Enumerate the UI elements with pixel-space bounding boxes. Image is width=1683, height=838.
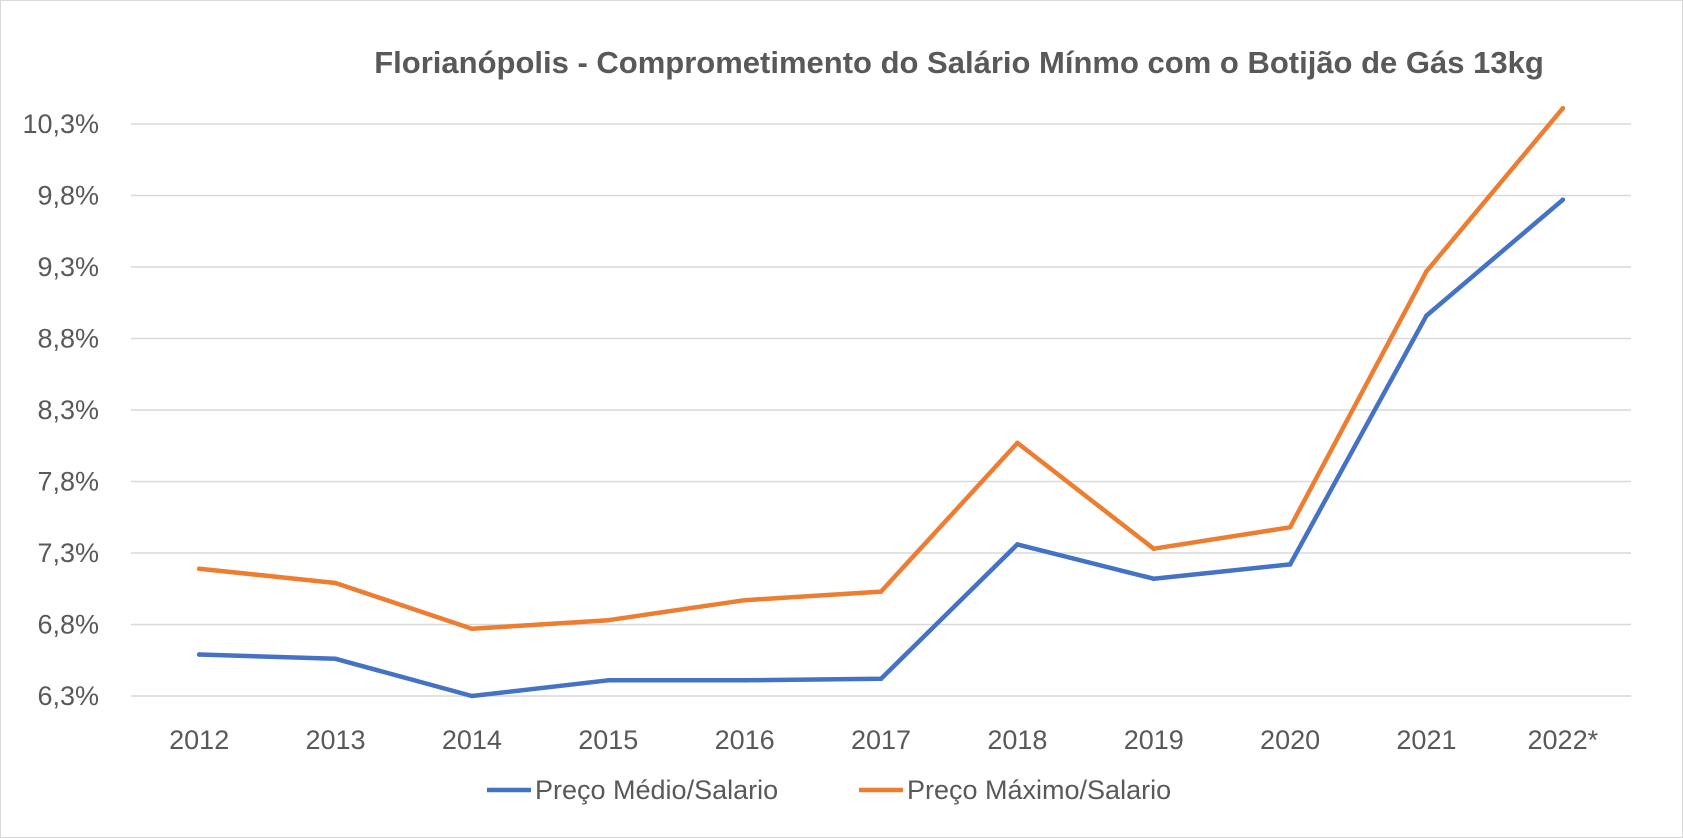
- data-point: [1424, 313, 1429, 318]
- x-tick-label: 2015: [578, 725, 638, 755]
- data-point: [1560, 197, 1566, 203]
- data-point: [878, 676, 884, 682]
- x-tick-label: 2018: [987, 725, 1047, 755]
- data-point: [1287, 562, 1293, 567]
- x-tick-label: 2016: [715, 725, 775, 755]
- data-point: [1151, 576, 1157, 582]
- y-tick-label: 6,8%: [37, 610, 99, 640]
- data-point: [469, 626, 475, 632]
- y-tick-label: 7,8%: [37, 467, 99, 497]
- y-tick-label: 7,3%: [37, 538, 99, 568]
- data-point: [1151, 546, 1157, 552]
- y-tick-label: 10,3%: [22, 109, 99, 139]
- data-point: [196, 566, 202, 572]
- series-line-1: [196, 106, 1566, 632]
- data-point: [469, 693, 475, 699]
- x-tick-label: 2017: [851, 725, 911, 755]
- y-tick-label: 9,8%: [37, 181, 99, 211]
- x-tick-label: 2019: [1124, 725, 1184, 755]
- data-point: [742, 597, 747, 603]
- y-tick-label: 8,3%: [37, 395, 99, 425]
- x-tick-label: 2014: [442, 725, 502, 755]
- y-axis-tick-labels: 6,3% 6,8% 7,3% 7,8% 8,3% 8,8% 9,3% 9,8% 10,3%: [22, 109, 99, 711]
- series-line-0: [196, 197, 1566, 699]
- y-tick-label: 9,3%: [37, 252, 99, 282]
- data-point: [1015, 542, 1020, 547]
- y-tick-label: 8,8%: [37, 324, 99, 354]
- x-axis-tick-labels: 2012 2013 2014 2015 2016 2017 2018 2019 2020 2021…: [169, 725, 1598, 755]
- x-tick-label: 2013: [306, 725, 366, 755]
- data-point: [1287, 524, 1293, 530]
- series-lines: [196, 105, 1566, 699]
- data-point: [196, 652, 202, 657]
- y-tick-label: 6,3%: [37, 681, 99, 711]
- legend-label: Preço Máximo/Salario: [907, 775, 1171, 805]
- legend: Preço Médio/Salario Preço Máximo/Salario: [487, 775, 1171, 805]
- x-tick-label: 2021: [1396, 725, 1456, 755]
- x-tick-label: 2012: [169, 725, 229, 755]
- chart-title: Florianópolis - Comprometimento do Salár…: [374, 45, 1544, 80]
- data-point: [605, 677, 611, 683]
- data-point: [333, 656, 338, 662]
- gridlines: [131, 123, 1631, 697]
- data-point: [742, 677, 747, 683]
- legend-label: Preço Médio/Salario: [535, 775, 778, 805]
- data-point: [1560, 105, 1566, 111]
- data-point: [878, 589, 884, 594]
- x-tick-label: 2022*: [1528, 725, 1599, 755]
- data-point: [1424, 268, 1429, 274]
- data-point: [605, 617, 611, 623]
- x-tick-label: 2020: [1260, 725, 1320, 755]
- data-point: [333, 580, 338, 586]
- data-point: [1015, 440, 1020, 446]
